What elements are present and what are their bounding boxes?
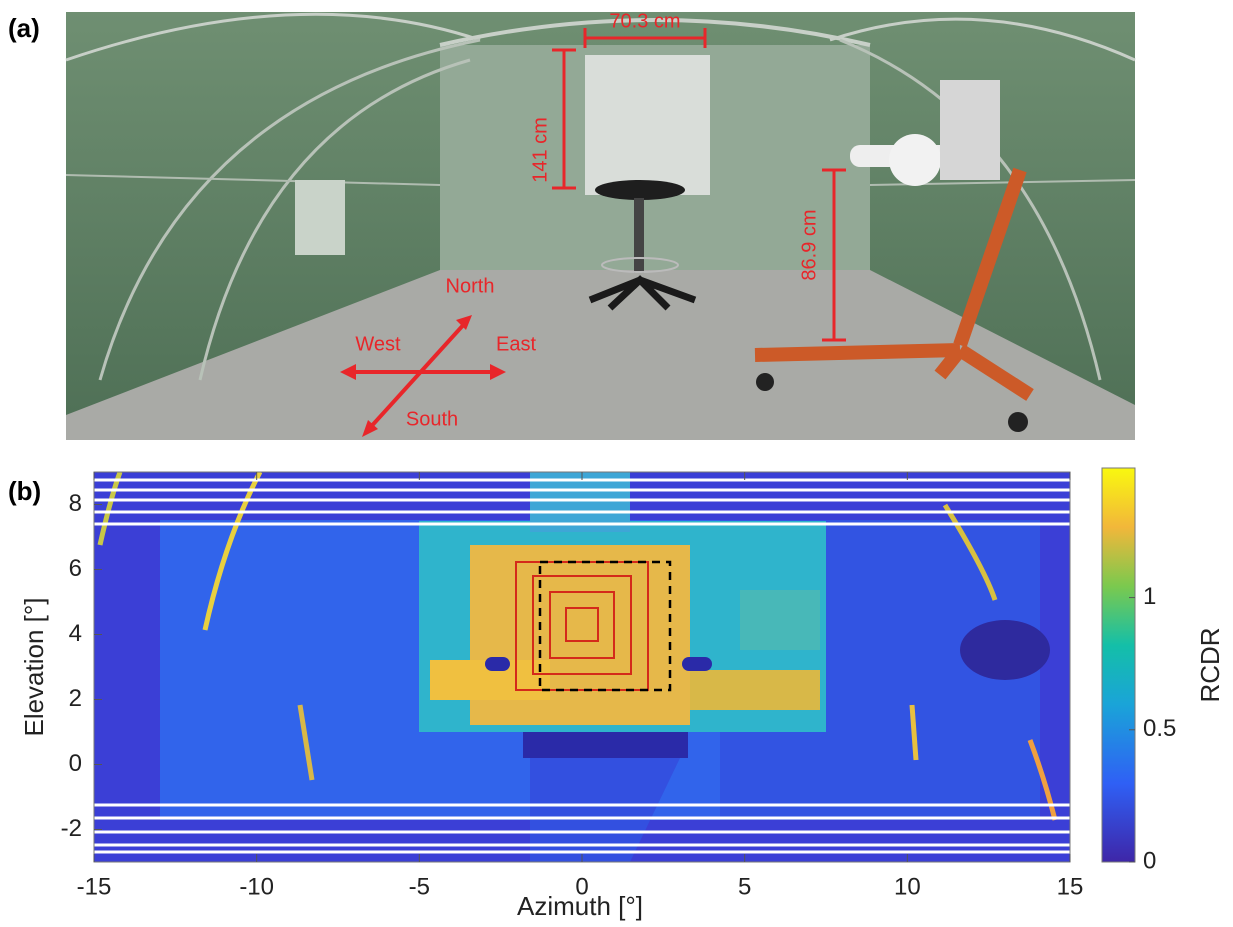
colorbar: [1102, 468, 1135, 862]
x-tick-label: 5: [738, 873, 751, 900]
decoration: [960, 620, 1050, 680]
y-axis-label: Elevation [°]: [19, 597, 49, 736]
x-tick-label: -15: [77, 873, 112, 900]
decoration: [1008, 412, 1028, 432]
y-tick-label: -2: [61, 815, 82, 842]
colorbar-tick-label: 1: [1143, 583, 1156, 610]
y-tick-label: 0: [69, 750, 82, 777]
decoration: [295, 180, 345, 255]
x-axis-label: Azimuth [°]: [517, 891, 643, 921]
decoration: [595, 180, 685, 200]
y-tick-label: 4: [69, 620, 82, 647]
colorbar-label: RCDR: [1195, 627, 1225, 702]
direction-label: East: [496, 333, 536, 355]
colorbar-tick-label: 0: [1143, 847, 1156, 874]
colorbar-tick-label: 0.5: [1143, 715, 1176, 742]
figure: (a) 70.3 cm 141 cm 86.9 cm North West Ea…: [0, 0, 1233, 927]
direction-label: North: [446, 275, 495, 297]
heatmap: [94, 472, 1070, 862]
measurement: 141 cm: [529, 117, 551, 183]
y-tick-label: 2: [69, 685, 82, 712]
decoration: [690, 670, 820, 710]
panel-label: (a): [8, 13, 40, 43]
decoration: [485, 657, 510, 671]
decoration: [634, 198, 644, 273]
measurement: 70.3 cm: [609, 10, 680, 32]
decoration: [682, 657, 712, 671]
decoration: [756, 373, 774, 391]
decoration: [940, 80, 1000, 180]
decoration: [755, 350, 960, 355]
x-tick-label: 15: [1057, 873, 1084, 900]
photo: [66, 12, 1135, 440]
y-tick-label: 6: [69, 555, 82, 582]
x-tick-label: -5: [409, 873, 430, 900]
decoration: [740, 590, 820, 650]
decoration: [889, 134, 941, 186]
panel-label: (b): [8, 476, 41, 506]
direction-label: South: [406, 408, 458, 430]
measurement: 86.9 cm: [798, 209, 820, 280]
decoration: [523, 732, 688, 758]
x-tick-label: 10: [894, 873, 921, 900]
decoration: [585, 55, 710, 195]
direction-label: West: [355, 333, 401, 355]
x-tick-label: -10: [239, 873, 274, 900]
y-tick-label: 8: [69, 490, 82, 517]
